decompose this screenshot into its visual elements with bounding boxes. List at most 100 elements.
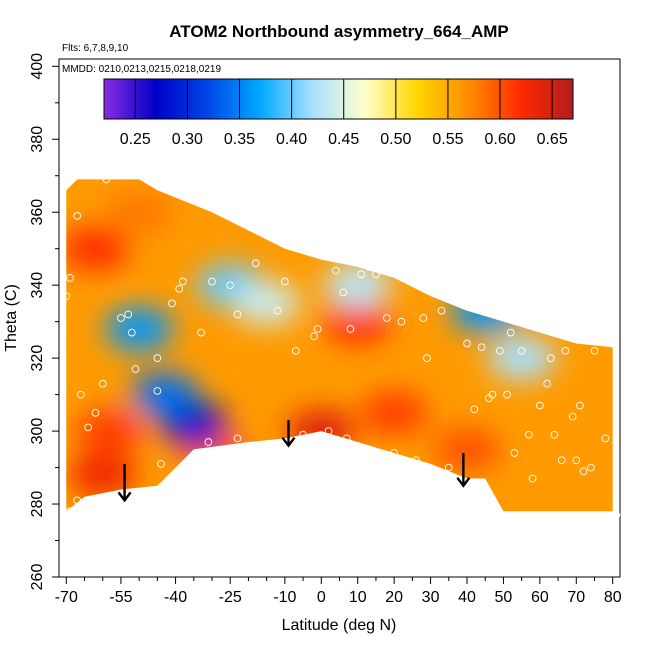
sample-point bbox=[546, 354, 555, 362]
x-tick-label: 80 bbox=[604, 589, 622, 606]
y-tick-label: 340 bbox=[29, 272, 46, 299]
sample-point bbox=[557, 456, 566, 465]
sample-point bbox=[364, 263, 373, 271]
sample-point bbox=[179, 277, 187, 286]
colorbar-tick-label: 0.35 bbox=[224, 131, 255, 148]
field-feature bbox=[105, 306, 174, 351]
sample-point bbox=[561, 346, 570, 355]
y-tick-label: 280 bbox=[29, 491, 46, 518]
flights-subtitle: Flts: 6,7,8,9,10 bbox=[62, 43, 129, 54]
sample-point bbox=[342, 434, 351, 443]
x-axis: -70 -55 -40 -25 -10 0 10 20 30 40 50 60 70 80 bbox=[55, 577, 622, 606]
sample-point bbox=[495, 346, 504, 355]
field-feature bbox=[66, 226, 130, 271]
sample-point bbox=[299, 430, 307, 439]
sample-point bbox=[455, 299, 464, 308]
x-tick-label: 40 bbox=[458, 589, 476, 606]
x-tick-label: 50 bbox=[495, 589, 513, 606]
sample-point bbox=[506, 328, 515, 337]
sample-point bbox=[91, 408, 100, 417]
arrow-marker bbox=[281, 420, 296, 448]
x-tick-label: -10 bbox=[273, 589, 296, 606]
sample-point bbox=[339, 288, 347, 297]
x-tick-label: -55 bbox=[109, 589, 132, 606]
sample-point bbox=[226, 281, 235, 290]
sample-point bbox=[503, 390, 511, 399]
sample-point bbox=[197, 328, 205, 337]
arrow-marker bbox=[117, 463, 132, 503]
sample-point bbox=[536, 401, 544, 410]
chart-title: ATOM2 Northbound asymmetry_664_AMP bbox=[169, 22, 508, 41]
sample-point bbox=[517, 346, 526, 355]
sample-point bbox=[397, 317, 406, 326]
x-tick-label: 0 bbox=[317, 589, 326, 606]
sample-point bbox=[124, 310, 133, 319]
sample-point bbox=[346, 325, 355, 333]
sample-point bbox=[423, 354, 431, 362]
field-feature bbox=[451, 288, 520, 333]
sample-point bbox=[412, 456, 420, 465]
sample-point bbox=[153, 354, 162, 362]
sample-point bbox=[62, 292, 71, 300]
sample-point bbox=[579, 467, 588, 476]
sample-point bbox=[208, 277, 216, 286]
sample-point bbox=[310, 332, 318, 341]
x-tick-label: -40 bbox=[164, 589, 187, 606]
sample-point bbox=[157, 460, 165, 468]
sample-point bbox=[66, 507, 74, 516]
field-feature bbox=[323, 299, 392, 344]
sample-point bbox=[463, 339, 471, 348]
arrow-marker bbox=[456, 452, 471, 488]
y-axis: 260 280 300 320 340 360 380 400 bbox=[29, 53, 59, 590]
sample-point bbox=[102, 175, 111, 184]
sample-point bbox=[128, 328, 136, 337]
x-axis-label: Latitude (deg N) bbox=[282, 617, 397, 634]
sample-point bbox=[510, 449, 519, 457]
sample-point bbox=[131, 365, 140, 373]
sample-point bbox=[73, 212, 82, 220]
sample-point bbox=[528, 474, 537, 483]
sample-point bbox=[608, 339, 617, 348]
colorbar-ramp bbox=[103, 78, 574, 120]
sample-point bbox=[543, 379, 551, 388]
sample-point bbox=[525, 430, 533, 439]
colorbar-tick-label: 0.55 bbox=[432, 131, 463, 148]
sample-point bbox=[313, 325, 322, 333]
y-tick-label: 380 bbox=[29, 126, 46, 153]
sample-point bbox=[383, 314, 391, 322]
sample-point bbox=[601, 434, 610, 443]
sample-point bbox=[84, 423, 92, 432]
sample-point bbox=[587, 463, 595, 472]
sample-point bbox=[233, 434, 242, 443]
sample-point bbox=[477, 343, 486, 352]
sample-point bbox=[357, 270, 366, 279]
field-feature bbox=[232, 281, 301, 326]
x-tick-label: 20 bbox=[385, 589, 403, 606]
field-feature bbox=[433, 427, 501, 472]
sample-point bbox=[332, 266, 340, 275]
sample-point bbox=[612, 511, 621, 519]
sample-point bbox=[98, 379, 107, 388]
sample-point bbox=[488, 390, 497, 399]
colorbar-tick-label: 0.50 bbox=[380, 131, 411, 148]
sample-point bbox=[390, 449, 398, 457]
sample-point bbox=[117, 314, 125, 322]
colorbar-tick-label: 0.40 bbox=[276, 131, 307, 148]
sample-point bbox=[233, 310, 242, 319]
sample-point bbox=[204, 438, 213, 446]
sample-point bbox=[576, 401, 584, 410]
sample-point bbox=[361, 449, 369, 457]
sample-point bbox=[372, 270, 380, 279]
y-tick-label: 400 bbox=[29, 53, 46, 80]
field-feature bbox=[360, 390, 429, 435]
sample-point bbox=[550, 430, 559, 439]
colorbar-tick-label: 0.30 bbox=[172, 131, 203, 148]
field-feature bbox=[76, 409, 144, 454]
x-tick-label: 70 bbox=[567, 589, 585, 606]
sample-point bbox=[572, 456, 581, 465]
field-feature bbox=[323, 263, 392, 308]
field-feature bbox=[130, 372, 199, 417]
x-tick-label: -70 bbox=[55, 589, 78, 606]
field-feature bbox=[105, 190, 174, 235]
sample-point bbox=[273, 306, 282, 315]
